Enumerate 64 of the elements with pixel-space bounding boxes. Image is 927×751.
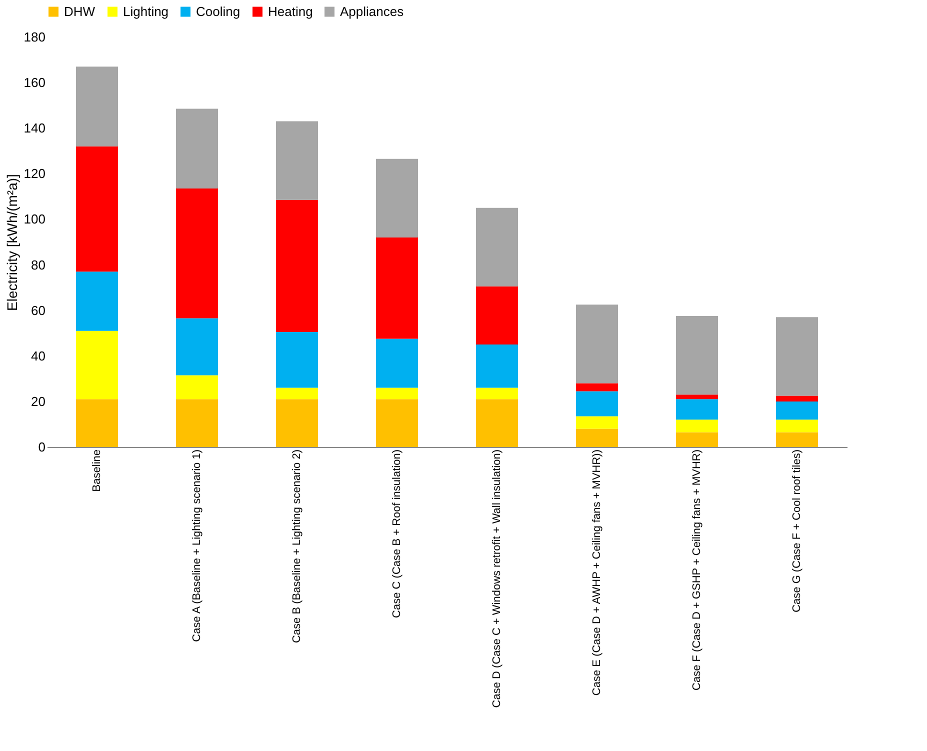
y-tick-label: 20: [31, 394, 46, 409]
bar: [476, 344, 518, 388]
bar: [776, 420, 818, 432]
x-tick-label: Case G (Case F + Cool roof tiles): [791, 450, 803, 612]
bar: [576, 383, 618, 392]
x-tick-label: Case D (Case C + Windows retrofit + Wall insulation): [491, 450, 503, 708]
bar: [276, 399, 318, 447]
bar: [276, 121, 318, 200]
legend-label: Cooling: [196, 4, 240, 19]
bar: [476, 286, 518, 344]
bar: [76, 146, 118, 272]
x-tick-label: Case E (Case D + AWHP + Ceiling fans + MVHR)): [591, 450, 603, 696]
y-tick-label: 180: [24, 30, 46, 44]
bar: [776, 401, 818, 420]
bar: [76, 66, 118, 146]
legend-label: Appliances: [340, 4, 404, 19]
y-tick-label: 40: [31, 348, 46, 364]
x-tick-label: Case C (Case B + Roof insulation): [391, 450, 403, 618]
bar: [376, 338, 418, 388]
y-tick-label: 120: [24, 166, 46, 182]
bar: [676, 432, 718, 447]
legend-label: Lighting: [123, 4, 169, 19]
bar: [76, 399, 118, 447]
bar: [676, 394, 718, 400]
bar: [276, 200, 318, 332]
bar: [376, 158, 418, 238]
bar: [576, 391, 618, 416]
bar: [176, 108, 218, 188]
bar: [376, 388, 418, 400]
bar: [476, 208, 518, 286]
bar: [576, 416, 618, 429]
bar: [376, 237, 418, 339]
bar: [776, 396, 818, 402]
bar: [776, 317, 818, 396]
bar: [276, 388, 318, 400]
bar: [476, 399, 518, 447]
bar: [376, 399, 418, 447]
bar: [676, 316, 718, 395]
bar: [576, 428, 618, 447]
bar: [576, 304, 618, 384]
bar: [676, 420, 718, 432]
y-tick-label: 80: [31, 257, 46, 272]
bar: [76, 272, 118, 331]
bar: [276, 332, 318, 388]
bar: [176, 188, 218, 318]
x-tick-label: Case A (Baseline + Lighting scenario 1): [191, 450, 203, 642]
x-tick-label: Baseline: [91, 450, 103, 492]
y-axis-title: Electricity [kWh/(m²a)]: [4, 174, 20, 311]
x-tick-label: Case B (Baseline + Lighting scenario 2): [291, 450, 303, 644]
bar: [476, 388, 518, 400]
legend-label: DHW: [64, 4, 96, 19]
bar: [176, 375, 218, 400]
legend-label: Heating: [268, 4, 313, 19]
bar: [176, 318, 218, 376]
y-tick-label: 160: [24, 75, 46, 90]
bar: [176, 399, 218, 447]
bar: [676, 399, 718, 420]
y-tick-label: 0: [38, 440, 46, 454]
bar: [776, 432, 818, 447]
y-tick-label: 140: [24, 120, 46, 136]
y-tick-label: 60: [31, 302, 46, 318]
x-tick-label: Case F (Case D + GSHP + Ceiling fans + MVHR): [691, 450, 703, 690]
y-tick-label: 100: [24, 212, 46, 227]
bar: [76, 330, 118, 400]
